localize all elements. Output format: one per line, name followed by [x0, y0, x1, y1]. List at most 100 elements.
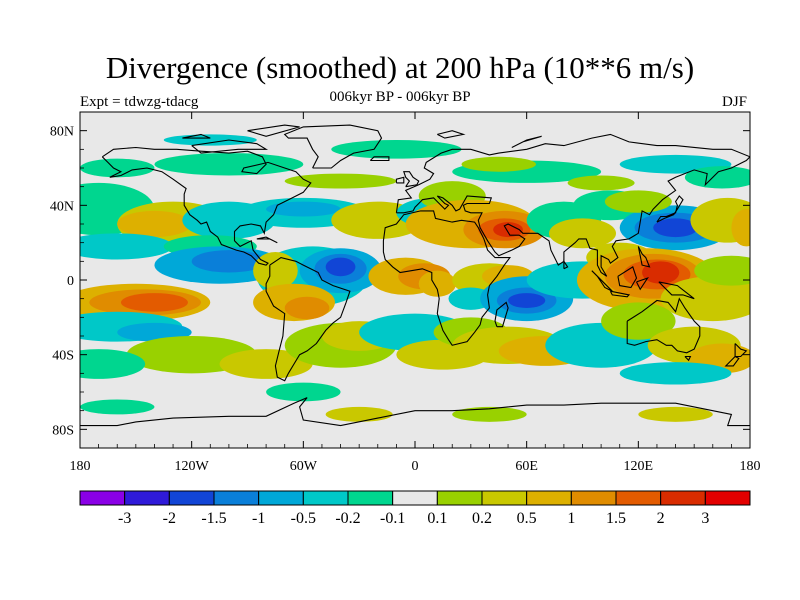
colorbar-label: 1.5 — [606, 510, 626, 527]
coastline — [563, 259, 569, 270]
coastline — [191, 139, 269, 154]
lon-tick-label: 180 — [70, 459, 91, 474]
colorbar-swatch — [302, 490, 349, 506]
colorbar-label: -2 — [163, 510, 176, 527]
coastline — [684, 355, 692, 362]
colorbar-swatch — [79, 490, 126, 506]
colorbar-label: -0.2 — [335, 510, 360, 527]
lon-tick-label: 60W — [290, 459, 318, 474]
divergence-contour-blob — [80, 399, 155, 415]
divergence-contour-blob — [117, 210, 192, 238]
coastline — [395, 176, 405, 184]
divergence-contour-blob — [642, 261, 680, 284]
colorbar-label: 0.5 — [517, 510, 537, 527]
coastline — [283, 124, 383, 169]
colorbar-swatch — [436, 490, 483, 506]
colorbar-swatch — [392, 490, 438, 506]
coastlines — [80, 124, 750, 427]
divergence-contour-blob — [601, 302, 676, 340]
coastline — [182, 133, 211, 139]
colorbar-swatch — [570, 490, 617, 506]
divergence-contour-blob — [80, 233, 174, 260]
coastline — [626, 297, 701, 354]
coastline — [511, 135, 542, 148]
divergence-contour-blob — [325, 257, 356, 277]
coastline — [636, 277, 649, 291]
coastline — [247, 124, 300, 137]
divergence-contour-blob — [567, 175, 635, 191]
coastline — [724, 356, 740, 367]
colorbar-label: -1 — [252, 510, 265, 527]
coastline — [591, 270, 613, 292]
colorbar-swatch — [213, 490, 260, 506]
divergence-contour-blob — [694, 255, 750, 286]
lon-tick-label: 180 — [740, 459, 761, 474]
colorbar-swatch — [526, 490, 572, 506]
colorbar-label: -1.5 — [201, 510, 226, 527]
colorbar-swatch — [660, 490, 706, 506]
colorbar-swatch — [481, 490, 528, 506]
coastline — [395, 133, 750, 277]
coastline — [80, 397, 750, 427]
lon-tick-label: 120W — [175, 459, 210, 474]
divergence-contour-blob — [80, 158, 155, 178]
colorbar-swatch — [704, 490, 751, 506]
colorbar-label: 2 — [657, 510, 665, 527]
colorbar-label: -0.1 — [380, 510, 405, 527]
divergence-contour-blob — [461, 156, 536, 172]
axis-ticks: 80N 40N 0 40S 80S 180 120W 60W 0 60E 120E 180 — [50, 112, 761, 474]
lat-tick-label: 80S — [52, 423, 74, 438]
divergence-field — [80, 134, 750, 422]
colorbar-swatch — [258, 490, 304, 506]
divergence-contour-blob — [638, 406, 713, 422]
coastline — [734, 343, 748, 358]
coastline — [494, 301, 509, 328]
divergence-contour-blob — [80, 349, 146, 379]
divergence-contour-blob — [266, 201, 341, 217]
divergence-contour-blob — [418, 270, 456, 297]
coastline — [637, 246, 651, 268]
lon-tick-label: 120E — [624, 459, 654, 474]
lat-tick-label: 40N — [50, 199, 74, 214]
colorbar-swatch — [168, 490, 215, 506]
divergence-contour-blob — [653, 218, 698, 238]
lon-tick-label: 0 — [412, 459, 419, 474]
coastline — [609, 290, 631, 298]
colorbar-label: 1 — [567, 510, 575, 527]
lat-tick-label: 40S — [52, 349, 74, 364]
colorbar-label: 0.1 — [427, 510, 447, 527]
coastline — [656, 195, 684, 223]
divergence-contour-blob — [191, 250, 267, 273]
colorbar-label: 3 — [701, 510, 709, 527]
colorbar-swatch — [124, 490, 170, 506]
lat-tick-label: 0 — [67, 274, 74, 289]
divergence-contour-blob — [284, 296, 330, 320]
colorbar-label: -0.5 — [291, 510, 316, 527]
divergence-contour-blob — [266, 382, 341, 402]
coastline — [437, 130, 466, 139]
coastline — [101, 146, 312, 266]
season-label: DJF — [722, 94, 748, 110]
map-subtitle: 006kyr BP - 006kyr BP — [329, 89, 471, 105]
lat-tick-label: 80N — [50, 125, 74, 140]
divergence-contour-blob — [120, 293, 188, 312]
coastline — [617, 266, 638, 289]
divergence-contour-blob — [619, 362, 732, 385]
colorbar-label: 0.2 — [472, 510, 492, 527]
colorbar-label: -3 — [118, 510, 131, 527]
divergence-contour-blob — [284, 173, 397, 189]
divergence-contour-blob — [660, 276, 750, 322]
map-title: Divergence (smoothed) at 200 hPa (10**6 … — [105, 50, 695, 85]
coastline — [265, 257, 351, 382]
divergence-contour-blob — [331, 140, 462, 159]
divergence-contour-blob — [452, 406, 527, 422]
divergence-contour-blob — [731, 209, 750, 247]
divergence-contour-blob — [508, 293, 546, 308]
colorbar-swatch — [615, 490, 662, 506]
coastline — [658, 281, 695, 300]
coastline — [256, 236, 278, 244]
coastline — [403, 171, 420, 188]
colorbar-swatch — [347, 490, 394, 506]
